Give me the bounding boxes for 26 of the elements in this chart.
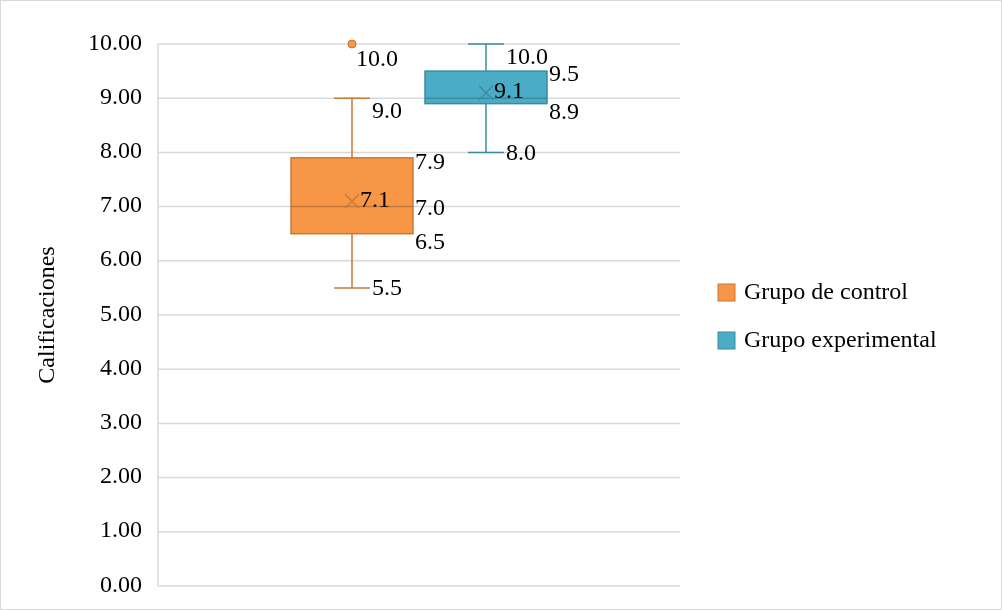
y-tick-label: 0.00 xyxy=(100,570,142,597)
annotation: 5.5 xyxy=(372,274,402,301)
y-tick-label: 10.00 xyxy=(88,28,142,55)
y-tick-label: 3.00 xyxy=(100,407,142,434)
y-axis-title: Calificaciones xyxy=(32,246,59,384)
annotation: 10.0 xyxy=(356,44,398,71)
annotation: 9.5 xyxy=(549,59,579,86)
annotation: 6.5 xyxy=(415,228,445,255)
y-tick-label: 1.00 xyxy=(100,516,142,543)
y-tick-label: 5.00 xyxy=(100,299,142,326)
legend-label: Grupo de control xyxy=(744,277,909,304)
y-tick-label: 6.00 xyxy=(100,245,142,272)
annotation: 8.0 xyxy=(506,138,536,165)
annotation: 10.0 xyxy=(506,42,548,69)
annotation: 7.9 xyxy=(415,148,445,175)
y-tick-label: 8.00 xyxy=(100,136,142,163)
legend-label: Grupo experimental xyxy=(744,325,937,352)
annotation: 9.1 xyxy=(494,77,524,104)
y-tick-label: 7.00 xyxy=(100,191,142,218)
annotation: 9.0 xyxy=(372,96,402,123)
annotation: 7.0 xyxy=(415,194,445,221)
annotation: 8.9 xyxy=(549,98,579,125)
annotation: 7.1 xyxy=(360,185,390,212)
y-tick-label: 2.00 xyxy=(100,462,142,489)
y-tick-label: 9.00 xyxy=(100,82,142,109)
y-tick-label: 4.00 xyxy=(100,353,142,380)
